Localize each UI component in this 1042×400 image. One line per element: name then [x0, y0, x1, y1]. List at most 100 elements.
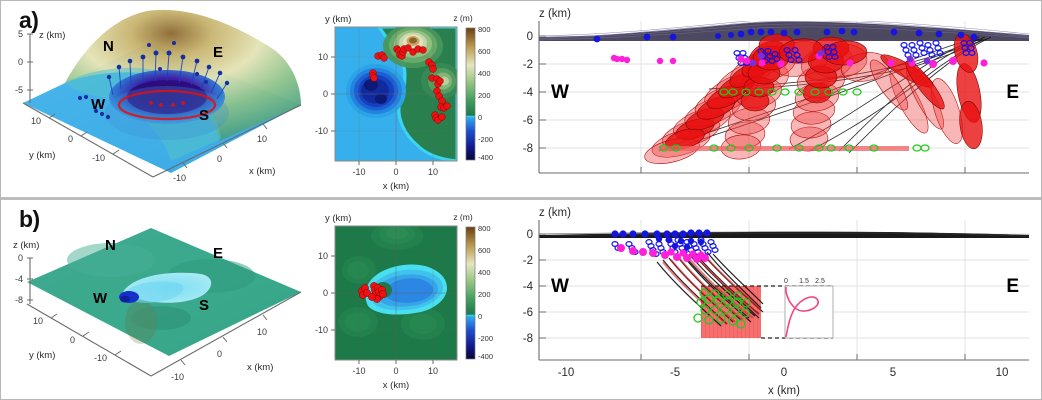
section-z-tick-b-3: -6 — [523, 307, 533, 319]
colorbar-tick-a-5: -200 — [478, 135, 493, 144]
colorbar-tick-a-0: 800 — [478, 25, 491, 34]
topo-contours-b — [338, 226, 445, 340]
map-field-b — [335, 226, 457, 360]
colorbar-tick-a-4: 0 — [478, 113, 482, 122]
event-markers-a — [610, 52, 988, 68]
section-z-tick-a-3: -6 — [523, 115, 533, 127]
panel-b-perspective: 0 -4 -8 z (km) 10 0 -10 y (km) — [1, 200, 313, 399]
map-x-label-b: x (km) — [383, 380, 409, 391]
inset-tick-b-2: 2.5 — [815, 278, 825, 285]
deep-events-a — [149, 101, 185, 107]
section-x-tick-b-3: 5 — [890, 367, 896, 379]
map-x-tick-b-0: -10 — [352, 366, 365, 376]
axis-y-tick-a-2: -10 — [92, 153, 105, 163]
axis-z-label-a: z (km) — [39, 30, 65, 41]
compass-e-b: E — [213, 245, 223, 262]
caldera-rim-ring-a — [117, 89, 217, 121]
node-markers-b — [693, 288, 751, 329]
caldera-halo-a — [105, 86, 229, 140]
surface-stations-a — [593, 27, 978, 43]
colorbar-label-b: z (m) — [453, 212, 473, 222]
colorbar-tick-b-2: 400 — [478, 268, 491, 277]
map-x-tick-b-2: 10 — [428, 366, 438, 376]
axis-x-tick-a-0: 10 — [257, 134, 267, 144]
section-east-label-b: E — [1006, 276, 1019, 297]
colorbar-label-a: z (m) — [453, 13, 473, 23]
map-y-tick-a-0: 10 — [318, 52, 328, 62]
map-axes-b: 10 0 -10 y (km) -10 0 10 x (km) — [315, 213, 438, 391]
axis-y-tick-b-2: -10 — [94, 353, 107, 363]
section-west-label-b: W — [551, 276, 569, 297]
inset-depth-profile-b: 0 1.5 2.5 — [784, 278, 834, 339]
panel-a-map: 10 0 -10 y (km) -10 0 10 x (km) z (m) — [313, 1, 509, 197]
colorbar-tick-b-6: -400 — [478, 352, 493, 361]
section-grid-b — [539, 220, 1029, 360]
anomaly-core-deep-b — [120, 295, 130, 303]
map-y-tick-b-0: 10 — [318, 251, 328, 261]
map-x-tick-b-1: 0 — [393, 366, 398, 376]
map-y-tick-a-1: 0 — [323, 89, 328, 99]
panel-b-section: 0 1.5 2.5 0 — [509, 200, 1041, 399]
axis-y-label-b: y (km) — [29, 350, 55, 361]
section-x-tick-b-4: 10 — [996, 367, 1009, 379]
map-x-tick-a-0: -10 — [352, 167, 365, 177]
colorbar-b: z (m) 800 600 400 200 0 -200 -400 — [453, 212, 493, 361]
colorbar-tick-b-1: 600 — [478, 246, 491, 255]
inset-tick-b-1: 1.5 — [799, 278, 809, 285]
epicenter-markers-b — [358, 282, 387, 303]
axis-x-label-b: x (km) — [247, 362, 273, 373]
caldera-contours-a — [346, 64, 406, 118]
section-z-label-b: z (km) — [539, 207, 571, 219]
panel-a-section: 0 -2 -4 -6 -8 z (km) W E — [509, 1, 1041, 197]
axis-x-label-a: x (km) — [249, 166, 275, 177]
anomaly-core2-b — [386, 278, 433, 303]
colorbar-tick-b-3: 200 — [478, 290, 491, 299]
seismicity-rays-a — [108, 52, 228, 100]
panel-label-a: a) — [19, 7, 39, 33]
panel-b-map: 10 0 -10 y (km) -10 0 10 x (km) z (m) 80… — [313, 200, 509, 399]
compass-e-a: E — [213, 44, 223, 61]
axis-z-a: 5 0 -5 z (km) — [15, 29, 65, 103]
compass-s-b: S — [199, 297, 209, 314]
map-axes-a: 10 0 -10 y (km) -10 0 10 x (km) — [315, 14, 438, 192]
figure-row-b: b) — [1, 197, 1041, 399]
surface-stations-b — [611, 229, 711, 251]
section-z-tick-a-2: -4 — [523, 87, 534, 99]
topography-lines-a — [539, 21, 1029, 41]
section-east-label-a: E — [1006, 82, 1019, 103]
colorbar-tick-b-0: 800 — [478, 224, 491, 233]
colorbar-tick-a-2: 400 — [478, 69, 491, 78]
section-z-tick-b-2: -4 — [523, 281, 534, 293]
axis-x-tick-a-2: -10 — [173, 173, 186, 183]
topography-band-b — [539, 231, 1029, 238]
panel-a-perspective: 5 0 -5 z (km) 10 0 -10 y (km) — [1, 1, 313, 197]
event-markers-b — [617, 244, 709, 263]
map-x-tick-a-2: 10 — [428, 167, 438, 177]
compass-n-b: N — [105, 237, 116, 254]
axis-y-tick-b-1: 0 — [70, 335, 75, 345]
axis-y-tick-a-0: 10 — [31, 116, 41, 126]
section-x-label-b: x (km) — [768, 385, 800, 397]
map-y-tick-b-2: -10 — [315, 325, 328, 335]
section-content-b — [539, 229, 1029, 339]
colorbar-tick-a-1: 600 — [478, 47, 491, 56]
topo-shading-b — [67, 243, 255, 344]
axis-x-tick-a-1: 0 — [217, 154, 222, 164]
axis-y-label-a: y (km) — [29, 150, 55, 161]
seismicity-dots-a — [77, 41, 230, 120]
section-z-tick-a-1: -2 — [523, 59, 533, 71]
axis-x-b: -10 0 10 x (km) — [150, 291, 302, 382]
caldera-core-a — [127, 80, 207, 114]
section-z-tick-b-1: -2 — [523, 255, 533, 267]
colorbar-a: z (m) 800 600 400 200 0 -200 -400 — [453, 13, 493, 162]
section-axes-a: 0 -2 -4 -6 -8 z (km) W E — [523, 8, 1029, 174]
panel-label-b: b) — [19, 206, 40, 232]
axis-z-tick-b-1: -4 — [15, 274, 23, 284]
map-y-tick-b-1: 0 — [323, 288, 328, 298]
axis-y-tick-a-1: 0 — [68, 134, 73, 144]
epicenter-markers-a — [369, 44, 451, 124]
node-markers-a — [659, 88, 930, 152]
axis-y-a: 10 0 -10 y (km) — [22, 102, 154, 178]
inset-tick-b-0: 0 — [784, 278, 788, 285]
section-z-tick-b-4: -8 — [523, 333, 533, 345]
